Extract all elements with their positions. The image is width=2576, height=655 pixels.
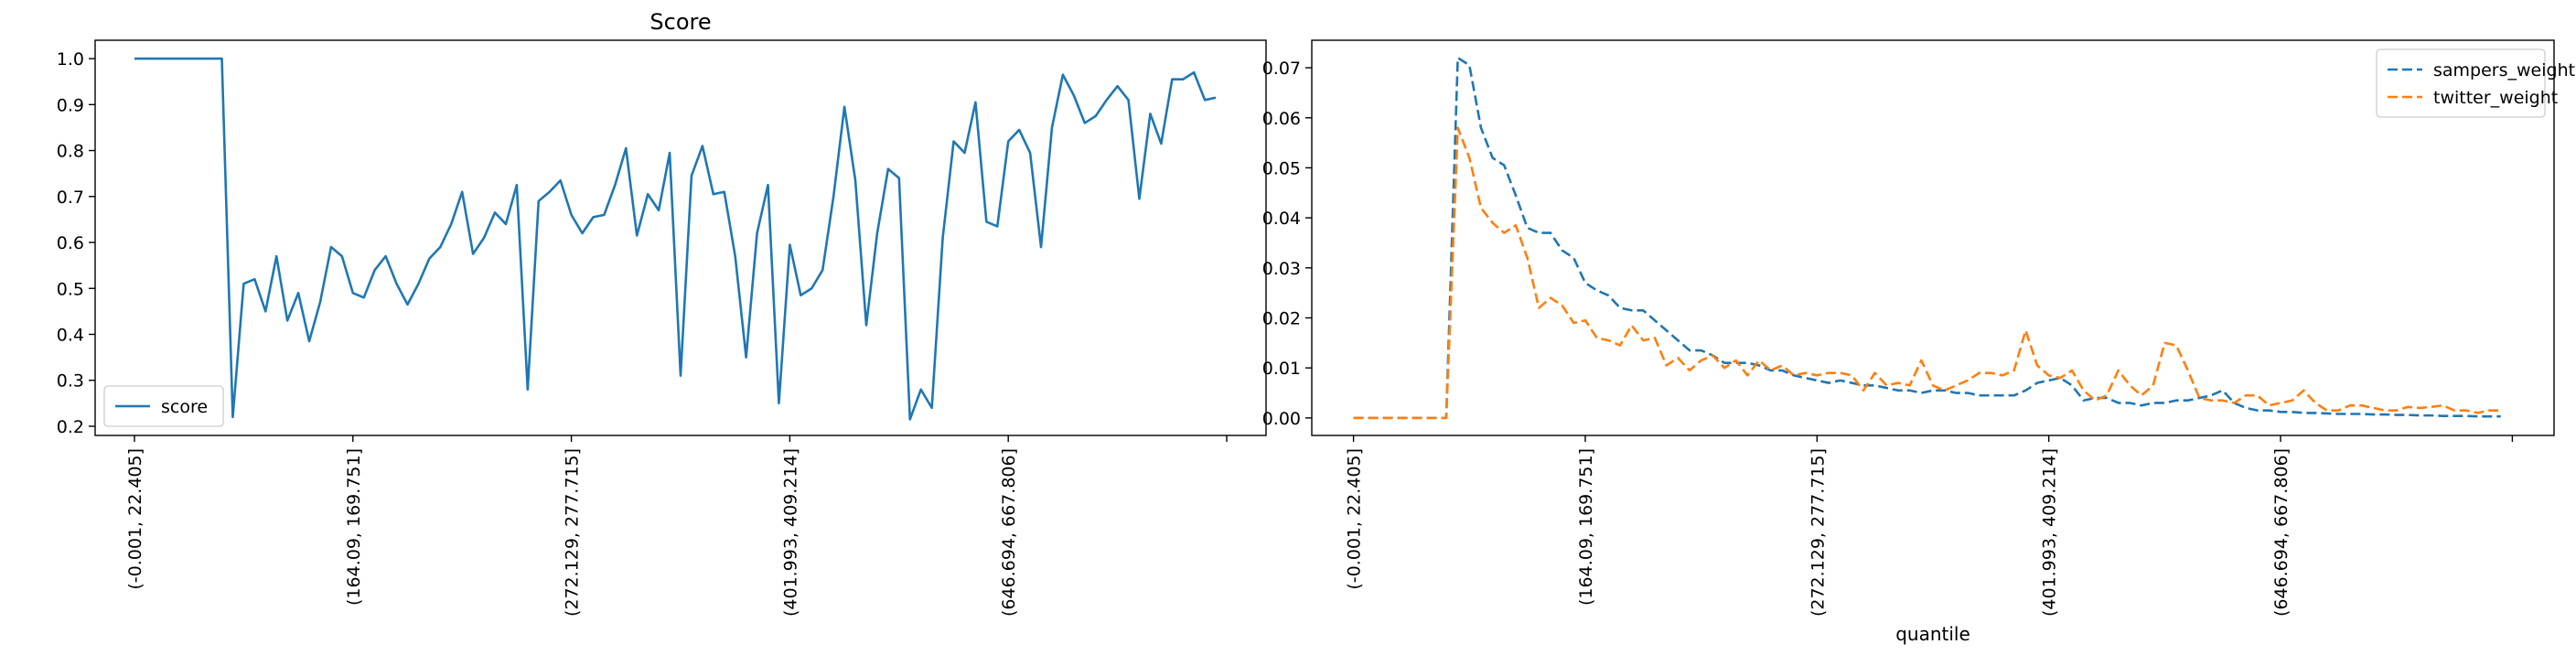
- legend-entry-sampers-weight: sampers_weight: [2433, 60, 2575, 81]
- x-tick-label: (646.694, 667.806]: [2271, 448, 2292, 617]
- x-tick-label: (401.993, 409.214]: [2040, 448, 2060, 617]
- y-tick-label: 0.03: [1262, 259, 1301, 279]
- y-tick-label: 0.5: [57, 279, 84, 299]
- series-line-twitter-weight: [1353, 126, 2501, 420]
- x-tick-label: (272.129, 277.715]: [563, 448, 583, 617]
- x-axis-label: quantile: [1895, 623, 1970, 645]
- x-tick-label: (-0.001, 22.405]: [1345, 448, 1365, 590]
- y-tick-label: 0.8: [57, 142, 84, 162]
- series-line-score: [134, 57, 1217, 421]
- y-tick-label: 0.06: [1262, 109, 1301, 129]
- legend-entry-twitter-weight: twitter_weight: [2433, 88, 2558, 108]
- y-tick-label: 0.9: [57, 95, 84, 115]
- weights-chart: 0.00 0.01 0.02 0.03 0.04 0.05 0.06 0.07 (-0.001,…: [1262, 39, 2575, 645]
- x-tick-label: (164.09, 169.751]: [1576, 448, 1596, 606]
- y-tick-label: 0.2: [57, 417, 84, 437]
- y-tick-label: 0.7: [57, 188, 84, 208]
- legend-box: [103, 385, 224, 427]
- y-tick-label: 0.07: [1262, 59, 1301, 79]
- score-chart: 0.2 0.3 0.4 0.5 0.6 0.7 0.8 0.9 1.0 (-0.001, 22.4…: [57, 9, 1267, 617]
- y-tick-label: 1.0: [57, 49, 84, 70]
- legend: sampers_weight twitter_weight: [2376, 48, 2575, 118]
- plot-frame: [1311, 39, 2555, 436]
- legend-box: [2376, 48, 2546, 118]
- y-tick-label: 0.01: [1262, 359, 1301, 379]
- y-tick-label: 0.05: [1262, 158, 1301, 178]
- series-line-sampers-weight: [1353, 56, 2501, 420]
- y-tick-label: 0.00: [1262, 409, 1301, 429]
- chart-title: Score: [649, 9, 711, 35]
- plot-frame: [94, 39, 1267, 436]
- y-tick-label: 0.4: [57, 325, 84, 345]
- y-tick-label: 0.3: [57, 371, 84, 392]
- y-tick-label: 0.02: [1262, 308, 1301, 328]
- x-tick-label: (164.09, 169.751]: [344, 448, 364, 606]
- legend-entry-score: score: [161, 397, 208, 417]
- y-tick-label: 0.04: [1262, 209, 1301, 229]
- x-tick-label: (646.694, 667.806]: [999, 448, 1019, 617]
- x-tick-label: (401.993, 409.214]: [780, 448, 800, 617]
- x-tick-label: (272.129, 277.715]: [1808, 448, 1828, 617]
- y-tick-label: 0.6: [57, 233, 84, 253]
- legend: score: [103, 385, 224, 427]
- x-tick-label: (-0.001, 22.405]: [125, 448, 145, 590]
